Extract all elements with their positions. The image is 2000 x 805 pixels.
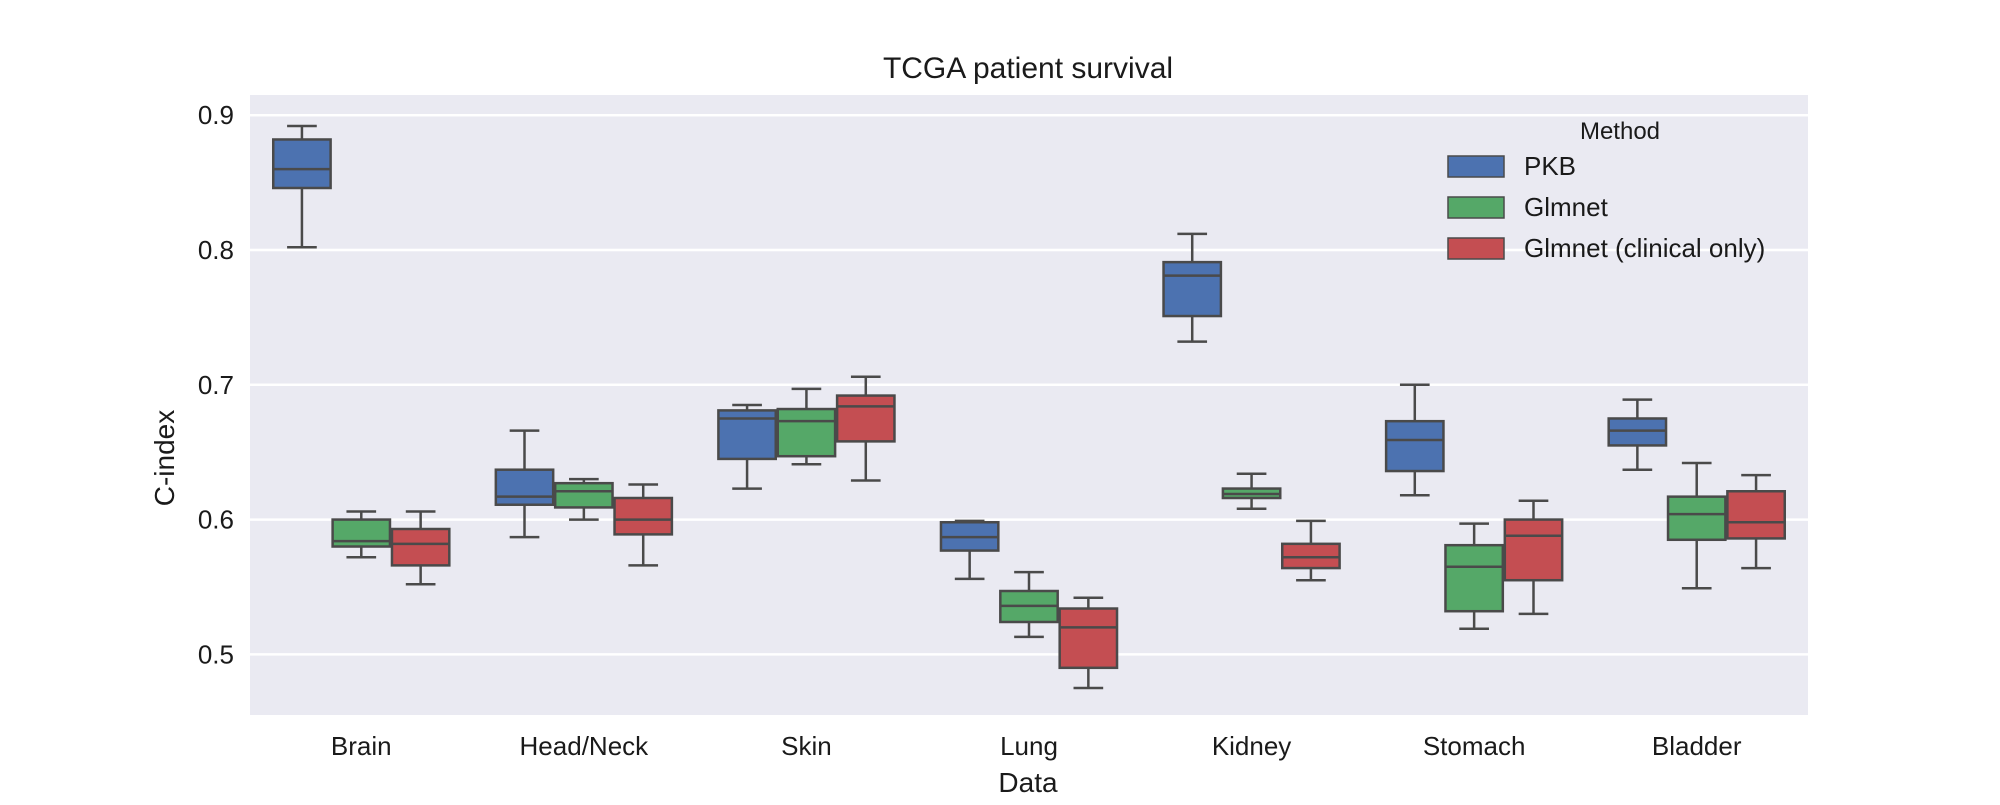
y-tick-label: 0.7 [198, 370, 234, 400]
legend-label: Glmnet (clinical only) [1524, 233, 1765, 263]
y-tick-label: 0.8 [198, 235, 234, 265]
iqr-box [272, 138, 332, 190]
legend-label: PKB [1524, 151, 1576, 181]
legend-swatch [1447, 237, 1505, 260]
box-glmnet-clinical-only--lung [1058, 596, 1119, 690]
box-glmnet-clinical-only--head-neck [613, 483, 674, 567]
x-axis-label: Data [998, 767, 1058, 798]
x-tick-label: Brain [331, 731, 392, 761]
iqr-box [1726, 490, 1786, 540]
iqr-box [553, 481, 614, 509]
legend-label: Glmnet [1524, 192, 1609, 222]
box-glmnet-clinical-only--kidney [1280, 519, 1341, 582]
x-tick-label: Bladder [1652, 731, 1742, 761]
box-glmnet-kidney [1221, 472, 1282, 511]
iqr-box [1384, 419, 1445, 473]
box-pkb-head-neck [494, 429, 555, 539]
chart-title: TCGA patient survival [883, 52, 1173, 85]
box-pkb-bladder [1607, 398, 1668, 471]
box-pkb-skin [717, 403, 778, 490]
iqr-box [494, 468, 555, 506]
box-glmnet-brain [331, 510, 392, 559]
x-tick-label: Head/Neck [520, 731, 650, 761]
iqr-box [390, 527, 451, 567]
box-glmnet-stomach [1444, 522, 1505, 630]
x-tick-label: Kidney [1212, 731, 1292, 761]
box-glmnet-head-neck [553, 477, 614, 521]
x-tick-label: Lung [1000, 731, 1058, 761]
legend-swatch [1447, 155, 1505, 178]
box-glmnet-skin [776, 387, 837, 466]
box-glmnet-clinical-only--skin [835, 375, 896, 482]
y-tick-label: 0.9 [198, 100, 234, 130]
iqr-box [1503, 518, 1564, 582]
y-axis-label: C-index [149, 410, 180, 506]
box-glmnet-bladder [1666, 461, 1727, 590]
x-tick-label: Stomach [1423, 731, 1526, 761]
iqr-box [1666, 495, 1727, 542]
box-pkb-kidney [1162, 232, 1223, 343]
box-glmnet-clinical-only--brain [390, 510, 451, 586]
iqr-box [331, 518, 392, 548]
y-tick-label: 0.5 [198, 639, 234, 669]
iqr-box [1444, 543, 1505, 613]
box-glmnet-clinical-only--stomach [1503, 499, 1564, 616]
legend-title: Method [1580, 118, 1660, 145]
iqr-box [1280, 542, 1341, 570]
box-pkb-lung [939, 519, 1000, 581]
iqr-box [1607, 417, 1668, 447]
iqr-box [835, 394, 896, 443]
legend-swatch [1447, 196, 1505, 219]
box-glmnet-clinical-only--bladder [1726, 473, 1786, 570]
iqr-box [1162, 260, 1223, 318]
iqr-box [613, 496, 674, 536]
box-pkb-brain [272, 124, 332, 249]
iqr-box [776, 407, 837, 458]
box-pkb-stomach [1384, 383, 1445, 497]
iqr-box [1058, 607, 1119, 670]
box-glmnet-lung [999, 570, 1059, 639]
y-tick-label: 0.6 [198, 505, 234, 535]
x-tick-label: Skin [781, 731, 832, 761]
